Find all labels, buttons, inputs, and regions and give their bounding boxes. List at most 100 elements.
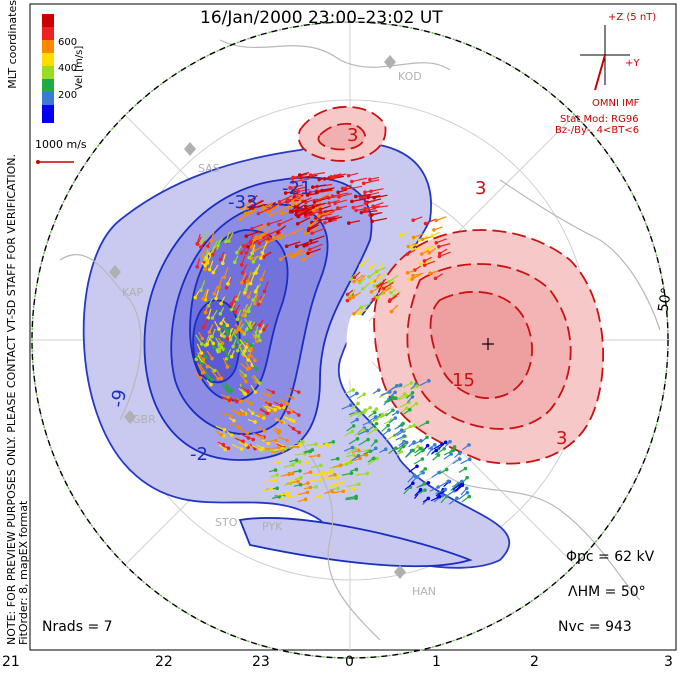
vector-arrow: [245, 435, 254, 441]
vector-arrow: [262, 232, 275, 238]
vector-arrow: [274, 401, 282, 406]
vector-arrow: [218, 444, 226, 450]
vector-arrow: [274, 441, 285, 447]
station-markers: [109, 55, 406, 579]
vector-arrow: [436, 488, 446, 495]
vector-arrow: [452, 458, 461, 465]
contour-label-pos-3c: 3: [556, 428, 568, 449]
coastlines: [59, 39, 661, 641]
imf-source-label: OMNI IMF: [592, 98, 640, 109]
vector-arrow: [273, 232, 285, 238]
vector-arrow: [259, 222, 269, 230]
vector-arrow: [271, 450, 283, 454]
imf-z-label: +Z (5 nT): [608, 12, 657, 23]
vector-arrow: [438, 441, 447, 450]
vector-arrow: [353, 204, 364, 209]
vector-arrow: [240, 363, 248, 370]
vector-arrow: [421, 249, 430, 255]
vector-arrow: [279, 496, 289, 500]
vector-arrow: [234, 304, 241, 313]
vector-arrow: [430, 496, 440, 502]
vector-arrow: [372, 217, 387, 222]
vector-arrow: [219, 331, 225, 338]
vector-point: [298, 443, 302, 447]
vector-arrow: [307, 248, 321, 254]
vector-arrow: [200, 280, 206, 291]
imf-model-label: Stat Mod: RG96: [560, 114, 639, 125]
vector-arrow: [411, 476, 418, 483]
vector-arrow: [328, 195, 343, 199]
vector-arrow: [448, 497, 458, 505]
vector-scale-line: [36, 160, 74, 164]
vector-arrow: [356, 393, 365, 400]
mlt-tick-22: 22: [155, 654, 173, 670]
vector-arrow: [458, 492, 468, 501]
vector-arrow: [431, 231, 441, 237]
vector-arrow: [217, 237, 224, 246]
plot-frame: [29, 3, 677, 651]
mlt-tick-1: 1: [432, 654, 441, 670]
vector-arrow: [233, 335, 241, 343]
vector-arrow: [259, 397, 269, 404]
vector-point: [203, 310, 208, 315]
vector-arrow: [234, 255, 239, 263]
vector-arrow: [419, 380, 430, 387]
vector-arrow: [294, 192, 307, 196]
vector-arrow: [289, 459, 297, 463]
vector-arrow: [341, 404, 351, 410]
vector-arrow: [268, 219, 283, 225]
vector-arrow: [379, 278, 387, 285]
vector-arrow: [372, 389, 380, 395]
vector-point: [284, 492, 288, 496]
vector-arrow: [241, 255, 246, 266]
vector-arrow: [444, 441, 451, 448]
imf-y-label: +Y: [625, 58, 640, 69]
vector-arrow: [209, 260, 214, 270]
vector-arrow: [239, 383, 245, 394]
vector-arrow: [387, 397, 396, 403]
vector-arrow: [206, 379, 212, 386]
vector-arrow: [427, 444, 436, 450]
vector-arrow: [197, 236, 202, 245]
vector-arrow: [413, 458, 423, 465]
vector-arrow: [454, 452, 460, 459]
vector-point: [294, 458, 299, 462]
vector-arrow: [429, 270, 439, 274]
vector-arrow: [404, 482, 414, 491]
vector-arrow: [316, 188, 333, 193]
vector-arrow: [397, 446, 404, 453]
vector-arrow: [401, 407, 408, 413]
vector-arrow: [372, 202, 384, 207]
vector-arrow: [413, 232, 425, 239]
vector-arrow: [329, 216, 343, 221]
vector-arrow: [294, 477, 302, 481]
contour-label-neg-33: -33: [228, 192, 258, 213]
vector-arrow: [318, 210, 332, 217]
vector-arrow: [212, 241, 218, 253]
vector-arrow: [206, 350, 213, 359]
vector-arrow: [308, 454, 319, 458]
vector-arrow: [231, 302, 236, 310]
vector-arrow: [348, 172, 359, 177]
vector-arrow: [288, 446, 299, 450]
vector-arrow: [251, 237, 256, 248]
vector-arrow: [391, 411, 398, 416]
vector-arrow: [346, 448, 356, 455]
vector-arrow: [313, 202, 326, 208]
vector-arrow: [211, 309, 218, 319]
vector-arrow: [207, 298, 213, 307]
vector-arrow: [320, 205, 332, 210]
vector-arrow: [425, 218, 437, 225]
vector-arrow: [312, 184, 327, 188]
vector-arrow: [283, 464, 294, 468]
station-sto: STO: [215, 516, 238, 529]
vector-arrow: [383, 282, 394, 289]
vector-arrow: [307, 210, 322, 215]
vector-arrow: [412, 216, 423, 221]
vector-arrow: [331, 490, 344, 494]
vector-arrow: [292, 195, 302, 201]
vector-arrow: [200, 240, 207, 248]
vector-arrow: [258, 236, 270, 244]
vector-arrow: [293, 484, 301, 487]
vector-arrow: [303, 486, 311, 490]
